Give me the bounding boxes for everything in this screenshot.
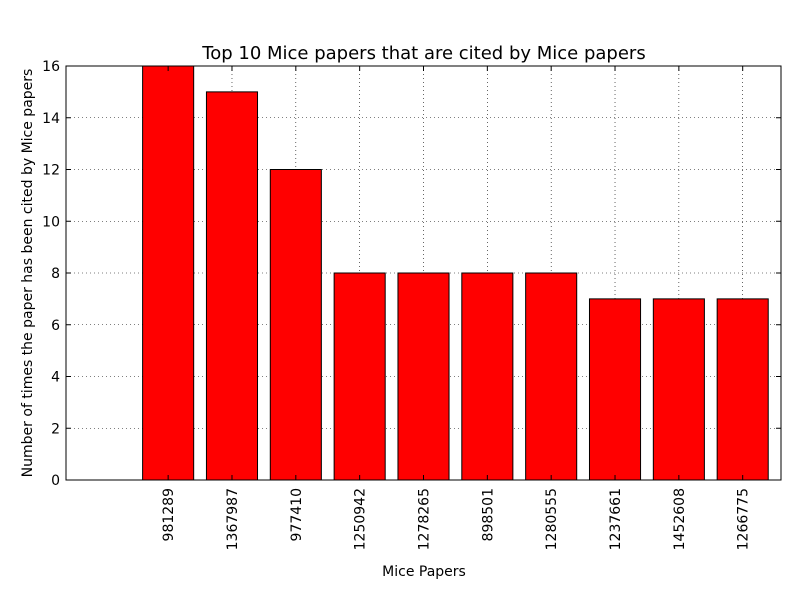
bar-1452608 xyxy=(652,298,705,481)
chart-title: Top 10 Mice papers that are cited by Mic… xyxy=(201,43,645,64)
x-tick-label: 977410 xyxy=(289,488,305,541)
x-tick-label: 1250942 xyxy=(353,488,369,550)
y-tick-label: 12 xyxy=(42,163,60,179)
bar-898501 xyxy=(461,272,514,481)
bar-1250942 xyxy=(333,272,386,481)
bar-1237661 xyxy=(588,298,642,481)
x-tick-label: 1266775 xyxy=(736,488,752,550)
y-tick-label: 6 xyxy=(51,318,60,334)
y-tick-label: 8 xyxy=(51,266,60,282)
x-tick-label: 898501 xyxy=(480,488,496,541)
bar-1367987 xyxy=(205,91,259,481)
bar-1278265 xyxy=(397,272,450,481)
x-tick-label: 981289 xyxy=(161,488,177,541)
x-tick-label: 1367987 xyxy=(225,488,241,550)
y-tick-label: 2 xyxy=(51,421,60,437)
bar-1280555 xyxy=(525,272,578,481)
x-tick-label: 1452608 xyxy=(672,488,688,550)
y-tick-label: 10 xyxy=(42,214,60,230)
axis-ticks xyxy=(66,65,781,481)
bar-981289 xyxy=(142,65,195,481)
y-tick-label: 14 xyxy=(42,111,60,127)
x-tick-label: 1280555 xyxy=(544,488,560,550)
x-axis-label: Mice Papers xyxy=(382,564,466,580)
x-tick-label: 1237661 xyxy=(608,488,624,550)
y-tick-label: 16 xyxy=(42,59,60,75)
y-axis-label: Number of times the paper has been cited… xyxy=(20,69,36,478)
bar-977410 xyxy=(269,169,322,481)
y-tick-label: 0 xyxy=(51,473,60,489)
bars xyxy=(142,65,769,481)
y-tick-labels: 0 2 4 6 8 10 12 14 16 xyxy=(42,59,60,489)
x-tick-labels: 981289 1367987 977410 1250942 1278265 898501 1… xyxy=(161,488,752,550)
y-tick-label: 4 xyxy=(51,370,60,386)
x-tick-label: 1278265 xyxy=(417,488,433,550)
bar-1266775 xyxy=(716,298,769,481)
